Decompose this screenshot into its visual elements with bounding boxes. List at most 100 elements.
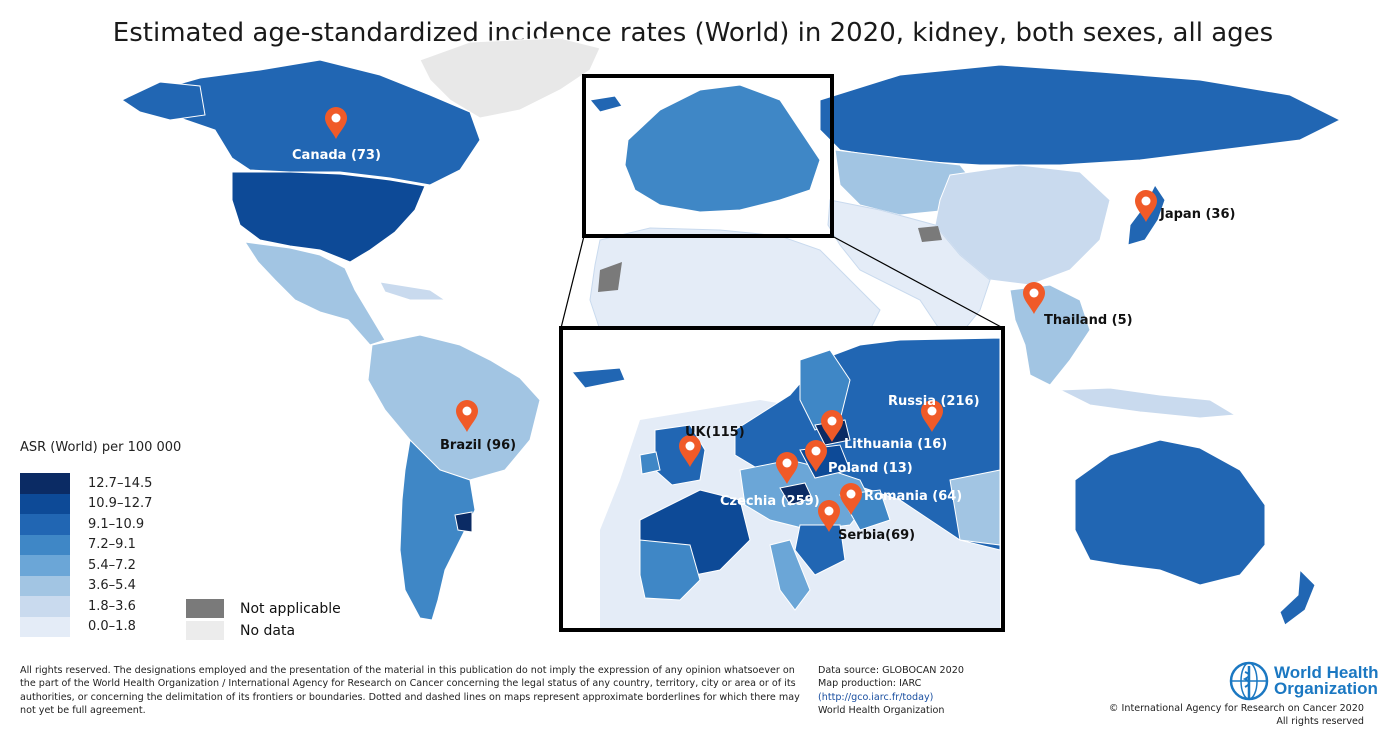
legend-swatch: [20, 596, 70, 617]
southeast-asia-region: [1009, 284, 1091, 386]
map-marker[interactable]: Lithuania (16): [821, 410, 947, 452]
europe-region: [624, 84, 821, 213]
who-logo: World Health Organization: [1228, 660, 1379, 702]
new-zealand-region: [1279, 568, 1316, 626]
disclaimer-text: All rights reserved. The designations em…: [20, 665, 800, 717]
legend-row: 0.0–1.8: [20, 616, 181, 637]
iceland-region: [589, 95, 623, 113]
map-marker[interactable]: Canada (73): [292, 107, 381, 163]
marker-label: Czechia (259): [720, 494, 820, 509]
marker-label: Brazil (96): [440, 438, 516, 453]
south-america-south-region: [399, 438, 476, 621]
legend-swatch: [20, 534, 70, 555]
legend-row: 1.8–3.6: [20, 596, 181, 617]
map-pin-icon: [840, 483, 862, 515]
map-marker[interactable]: Czechia (259): [720, 452, 820, 509]
legend-label: 9.1–10.9: [88, 516, 145, 532]
legend-swatch: [20, 575, 70, 596]
map-pin-icon: [921, 400, 943, 432]
legend-label: 10.9–12.7: [88, 496, 153, 512]
marker-label: Japan (36): [1159, 207, 1235, 222]
legend-title: ASR (World) per 100 000: [20, 440, 182, 455]
russia-region: [819, 64, 1342, 166]
legend-row: 3.6–5.4: [20, 575, 181, 596]
legend-row: 5.4–7.2: [20, 555, 181, 576]
map-marker[interactable]: Brazil (96): [440, 400, 516, 453]
marker-label: Poland (13): [828, 461, 913, 476]
greenland-region: [419, 37, 601, 119]
alaska-region: [120, 81, 206, 121]
legend-swatch: [20, 616, 70, 637]
legend-label: 12.7–14.5: [88, 475, 153, 491]
legend-label: 5.4–7.2: [88, 557, 136, 573]
not-applicable-label: Not applicable: [240, 600, 341, 617]
australia-region: [1074, 439, 1266, 586]
map-pin-icon: [325, 107, 347, 139]
marker-label: Romania (64): [864, 489, 962, 504]
legend-row: 12.7–14.5: [20, 473, 181, 494]
map-pin-icon: [805, 440, 827, 472]
legend-row: 7.2–9.1: [20, 534, 181, 555]
south-america-north-region: [367, 334, 541, 481]
map-marker[interactable]: UK(115): [679, 425, 745, 467]
canada-region: [139, 59, 481, 186]
not-applicable-swatch: [186, 599, 224, 618]
who-emblem-icon: [1229, 661, 1269, 701]
legend-swatch: [20, 514, 70, 535]
marker-label: Serbia(69): [838, 528, 915, 543]
iarc-link[interactable]: (http://gco.iarc.fr/today): [818, 691, 934, 703]
org-name: World Health Organization: [818, 705, 945, 717]
legend: ASR (World) per 100 000 12.7–14.5 10.9–12…: [20, 440, 181, 637]
map-pin-icon: [776, 452, 798, 484]
no-data-label: No data: [240, 622, 296, 639]
marker-label: Thailand (5): [1044, 313, 1133, 328]
map-marker[interactable]: Japan (36): [1135, 190, 1235, 222]
map-pin-icon: [1135, 190, 1157, 222]
map-pin-icon: [456, 400, 478, 432]
marker-label: UK(115): [685, 425, 745, 440]
legend-row: 9.1–10.9: [20, 514, 181, 535]
na-legend: Not applicable No data: [186, 598, 341, 642]
copyright: © International Agency for Research on C…: [1108, 703, 1364, 714]
zoom-connector-left: [560, 235, 585, 329]
indonesia-region: [1059, 387, 1237, 419]
africa-region: [589, 227, 881, 331]
map-pin-icon: [821, 410, 843, 442]
map-marker[interactable]: Russia (216): [888, 394, 980, 432]
legend-swatch: [20, 473, 70, 494]
map-marker[interactable]: Serbia(69): [818, 500, 915, 543]
rights: All rights reserved: [1276, 716, 1364, 728]
caribbean-region: [379, 281, 447, 301]
who-line1: World Health: [1274, 663, 1379, 682]
map-marker[interactable]: Romania (64): [840, 483, 962, 515]
legend-label: 1.8–3.6: [88, 598, 136, 614]
legend-swatch: [20, 555, 70, 576]
legend-label: 7.2–9.1: [88, 537, 136, 553]
usa-region: [231, 171, 426, 263]
data-source: Data source: GLOBOCAN 2020: [818, 665, 964, 676]
legend-label: 3.6–5.4: [88, 578, 136, 594]
map-pin-icon: [818, 500, 840, 532]
map-marker[interactable]: Poland (13): [805, 440, 913, 476]
marker-label: Canada (73): [292, 148, 381, 163]
western-sahara-region: [598, 262, 622, 292]
copyright-block: © International Agency for Research on C…: [1109, 702, 1364, 729]
mexico-region: [243, 241, 386, 346]
legend-label: 0.0–1.8: [88, 619, 136, 635]
source-block: Data source: GLOBOCAN 2020 Map productio…: [818, 664, 1018, 718]
uruguay-region: [454, 511, 473, 533]
map-pin-icon: [679, 435, 701, 467]
marker-label: Lithuania (16): [844, 437, 947, 452]
marker-label: Russia (216): [888, 394, 980, 409]
no-data-swatch: [186, 621, 224, 640]
zoom-connector-right: [831, 235, 1004, 329]
china-region: [934, 164, 1111, 286]
legend-swatch: [20, 493, 70, 514]
tibet-na-region: [918, 226, 942, 242]
map-marker[interactable]: Thailand (5): [1023, 282, 1133, 328]
map-production: Map production: IARC: [818, 678, 922, 690]
map-pin-icon: [1023, 282, 1045, 314]
legend-row: 10.9–12.7: [20, 493, 181, 514]
europe-highlight-box: [582, 74, 834, 238]
